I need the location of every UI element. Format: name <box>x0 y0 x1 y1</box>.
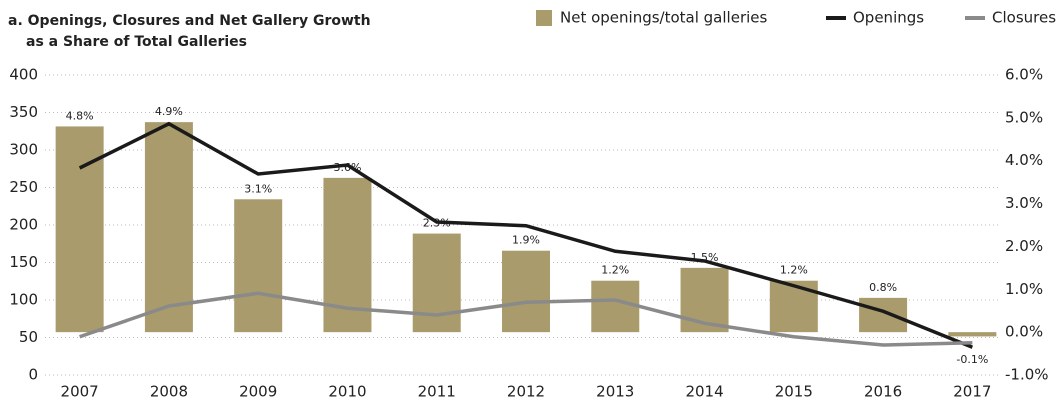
y2-tick-label: 0.0% <box>1005 323 1043 341</box>
y-tick-label: 350 <box>9 103 38 121</box>
y2-tick-label: 1.0% <box>1005 280 1043 298</box>
data-label: 1.9% <box>512 234 540 247</box>
y2-tick-label: -1.0% <box>1005 366 1049 384</box>
legend-swatch <box>536 10 552 26</box>
bar <box>144 122 193 333</box>
y-tick-label: 0 <box>28 366 38 384</box>
y2-tick-label: 4.0% <box>1005 151 1043 169</box>
x-tick-label: 2008 <box>150 383 188 401</box>
x-tick-label: 2014 <box>685 383 723 401</box>
bar <box>502 250 550 333</box>
data-label: 3.1% <box>244 182 272 195</box>
x-tick-label: 2009 <box>239 383 277 401</box>
bar <box>234 199 283 333</box>
data-label: -0.1% <box>956 353 988 366</box>
y-tick-label: 50 <box>19 328 38 346</box>
line <box>78 121 974 349</box>
legend-label: Closures <box>992 9 1056 27</box>
data-label: 4.8% <box>66 109 94 122</box>
x-tick-label: 2013 <box>596 383 634 401</box>
y-tick-label: 200 <box>9 216 38 234</box>
x-tick-label: 2012 <box>507 383 545 401</box>
legend-label: Openings <box>853 9 924 27</box>
data-label: 1.2% <box>601 264 629 277</box>
x-tick-label: 2017 <box>953 383 991 401</box>
bar <box>591 280 640 333</box>
y2-tick-label: 2.0% <box>1005 237 1043 255</box>
x-tick-label: 2016 <box>864 383 902 401</box>
chart-title: as a Share of Total Galleries <box>26 34 247 50</box>
data-label: 4.9% <box>155 105 183 118</box>
bar <box>948 332 997 337</box>
y2-tick-label: 6.0% <box>1005 66 1043 84</box>
bar <box>55 126 104 333</box>
x-tick-label: 2007 <box>61 383 99 401</box>
bar <box>412 233 461 333</box>
bar <box>680 267 729 333</box>
y-tick-label: 400 <box>9 66 38 84</box>
y2-tick-label: 3.0% <box>1005 194 1043 212</box>
legend-label: Net openings/total galleries <box>560 9 768 27</box>
bar <box>859 297 908 333</box>
bar <box>769 280 818 333</box>
x-tick-label: 2015 <box>775 383 813 401</box>
y-tick-label: 150 <box>9 253 38 271</box>
data-label: 0.8% <box>869 281 897 294</box>
line <box>79 291 973 347</box>
x-tick-label: 2010 <box>328 383 366 401</box>
y-tick-label: 300 <box>9 141 38 159</box>
x-tick-label: 2011 <box>418 383 456 401</box>
y-tick-label: 250 <box>9 178 38 196</box>
y-tick-label: 100 <box>9 291 38 309</box>
y2-tick-label: 5.0% <box>1005 108 1043 126</box>
data-label: 1.2% <box>780 264 808 277</box>
chart-title: a. Openings, Closures and Net Gallery Gr… <box>8 13 371 29</box>
